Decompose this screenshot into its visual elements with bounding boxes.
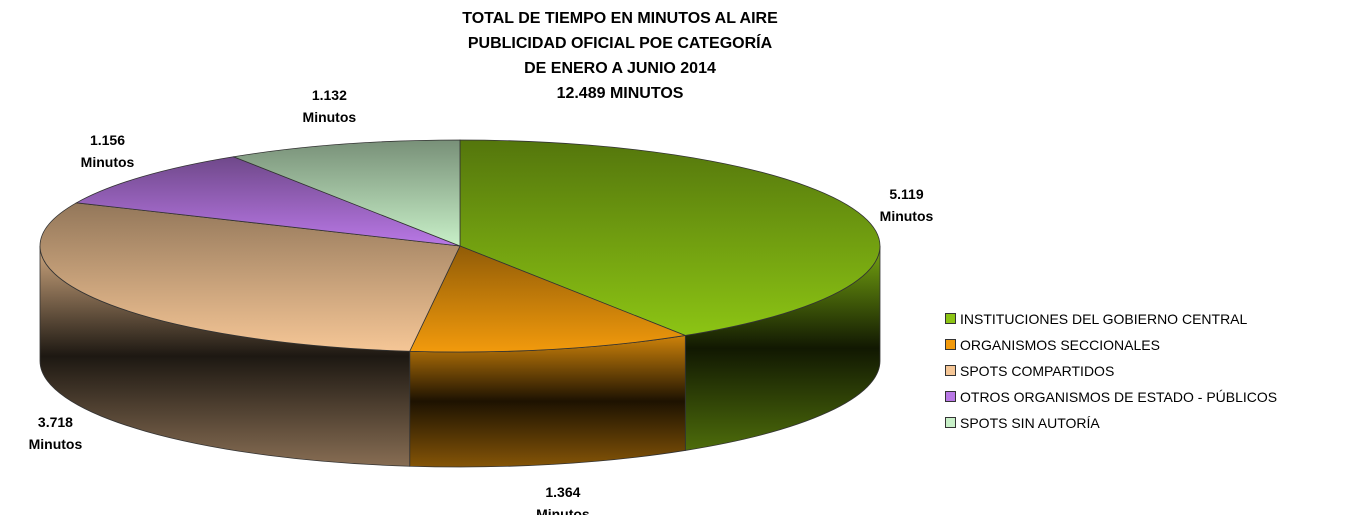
legend-label: OTROS ORGANISMOS DE ESTADO - PÚBLICOS (960, 389, 1278, 405)
data-label: 1.364 Minutos (536, 484, 590, 515)
data-label: 1.132 Minutos (302, 86, 357, 125)
pie-side (409, 334, 686, 468)
pie-slice (409, 245, 687, 353)
pie-slice (459, 139, 881, 336)
legend-label: INSTITUCIONES DEL GOBIERNO CENTRAL (960, 311, 1248, 327)
legend-swatch (945, 417, 956, 428)
legend-item: INSTITUCIONES DEL GOBIERNO CENTRAL (945, 311, 1247, 327)
legend-swatch (945, 339, 956, 350)
data-label: 1.156 Minutos (80, 131, 135, 170)
legend-item: ORGANISMOS SECCIONALES (945, 337, 1160, 353)
legend-item: OTROS ORGANISMOS DE ESTADO - PÚBLICOS (945, 389, 1277, 405)
legend-swatch (945, 313, 956, 324)
chart-title: PUBLICIDAD OFICIAL POE CATEGORÍA (467, 35, 773, 52)
pie-slice (75, 156, 461, 247)
data-label: 5.119 Minutos (879, 186, 934, 225)
chart-title: DE ENERO A JUNIO 2014 (524, 60, 716, 77)
legend-label: SPOTS SIN AUTORÍA (960, 415, 1100, 431)
legend-swatch (945, 391, 956, 402)
pie-slice (39, 202, 461, 352)
legend-item: SPOTS COMPARTIDOS (945, 363, 1114, 379)
data-label: 3.718 Minutos (28, 413, 83, 452)
legend-label: SPOTS COMPARTIDOS (960, 363, 1115, 379)
legend-swatch (945, 365, 956, 376)
legend-label: ORGANISMOS SECCIONALES (960, 337, 1160, 353)
chart-title: 12.489 MINUTOS (556, 85, 684, 102)
chart-title: TOTAL DE TIEMPO EN MINUTOS AL AIRE (462, 10, 778, 27)
pie-slice (232, 139, 461, 247)
legend-item: SPOTS SIN AUTORÍA (945, 415, 1100, 431)
